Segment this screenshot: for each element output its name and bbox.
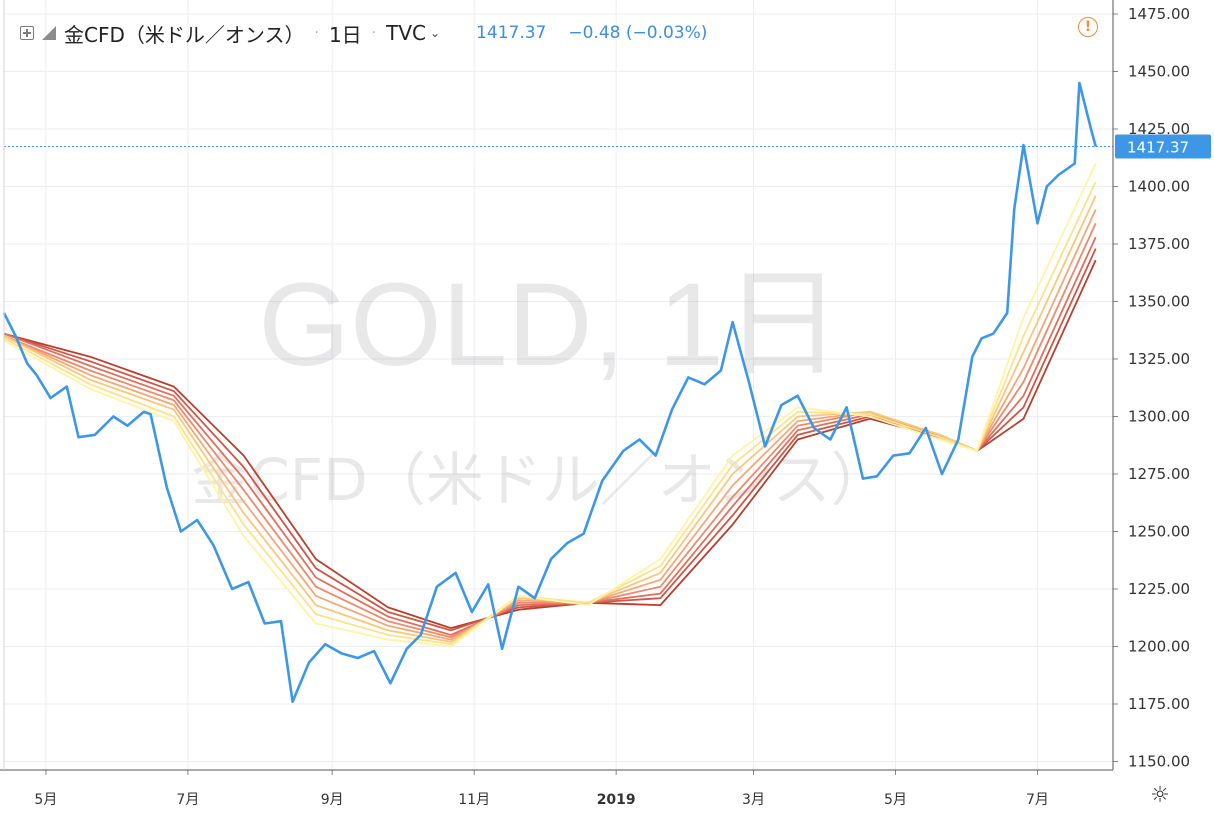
interval-label[interactable]: 1日 (328, 22, 362, 47)
ema-line-2 (3, 181, 1097, 646)
last-price-label-bg (1115, 134, 1211, 159)
separator-dot: · (371, 25, 377, 41)
last-price-value: 1417.37 (476, 23, 547, 43)
x-axis-ticks[interactable]: 5月 7月 9月 11月 2019 3月 5月 7月 (34, 792, 1049, 808)
y-tick-label: 1375.00 (1128, 235, 1190, 253)
symbol-square-icon (42, 26, 56, 40)
last-price-label-text: 1417.37 (1127, 139, 1189, 157)
separator-dot: · (314, 25, 319, 41)
axes (0, 0, 1118, 775)
y-axis-ticks[interactable]: 1475.00 1450.00 1425.00 1400.00 1375.00 1350.… (1128, 5, 1190, 771)
x-tick-label: 3月 (742, 792, 765, 808)
y-tick-label: 1275.00 (1128, 465, 1190, 483)
y-tick-label: 1350.00 (1128, 293, 1190, 311)
y-tick-label: 1250.00 (1128, 523, 1190, 541)
x-tick-label: 9月 (321, 792, 344, 808)
y-tick-label: 1200.00 (1128, 638, 1190, 656)
expand-square-icon[interactable] (20, 26, 34, 40)
gear-icon[interactable]: ☼ (1150, 783, 1170, 808)
y-tick-label: 1175.00 (1128, 695, 1190, 713)
chart-legend: 金CFD（米ドル／オンス） · 1日 · TVC ⌄ 1417.37 −0.48… (20, 18, 707, 48)
watermark-title: GOLD, 1日 (258, 259, 842, 391)
x-tick-label: 7月 (176, 792, 199, 808)
last-price-label: 1417.37 (1115, 134, 1211, 159)
price-change: −0.48 (−0.03%) (568, 23, 708, 43)
x-tick-label: 11月 (458, 792, 490, 808)
y-tick-label: 1450.00 (1128, 63, 1190, 81)
y-tick-label: 1400.00 (1128, 178, 1190, 196)
watermark-subtitle: 金CFD（米ドル／オンス） (191, 446, 888, 514)
grid-lines (4, 0, 1113, 770)
x-tick-label: 5月 (34, 792, 57, 808)
y-tick-label: 1150.00 (1128, 753, 1190, 771)
source-selector[interactable]: TVC ⌄ (386, 21, 440, 45)
x-tick-label: 5月 (884, 792, 907, 808)
y-tick-label: 1425.00 (1128, 120, 1190, 138)
y-tick-label: 1225.00 (1128, 580, 1190, 598)
symbol-name[interactable]: 金CFD（米ドル／オンス） (64, 22, 305, 47)
warning-circle-icon[interactable]: ! (1078, 17, 1098, 37)
x-tick-label: 7月 (1026, 792, 1049, 808)
watermark: GOLD, 1日 金CFD（米ドル／オンス） (191, 259, 888, 514)
chevron-down-icon: ⌄ (430, 26, 441, 40)
y-tick-label: 1475.00 (1128, 5, 1190, 23)
x-tick-label: 2019 (597, 792, 636, 808)
y-tick-label: 1325.00 (1128, 350, 1190, 368)
source-label: TVC (386, 21, 426, 45)
ema-ribbon (3, 163, 1097, 648)
ema-line-1 (3, 163, 1097, 648)
y-tick-label: 1300.00 (1128, 408, 1190, 426)
price-series (2, 81, 1097, 703)
price-line (2, 81, 1097, 703)
